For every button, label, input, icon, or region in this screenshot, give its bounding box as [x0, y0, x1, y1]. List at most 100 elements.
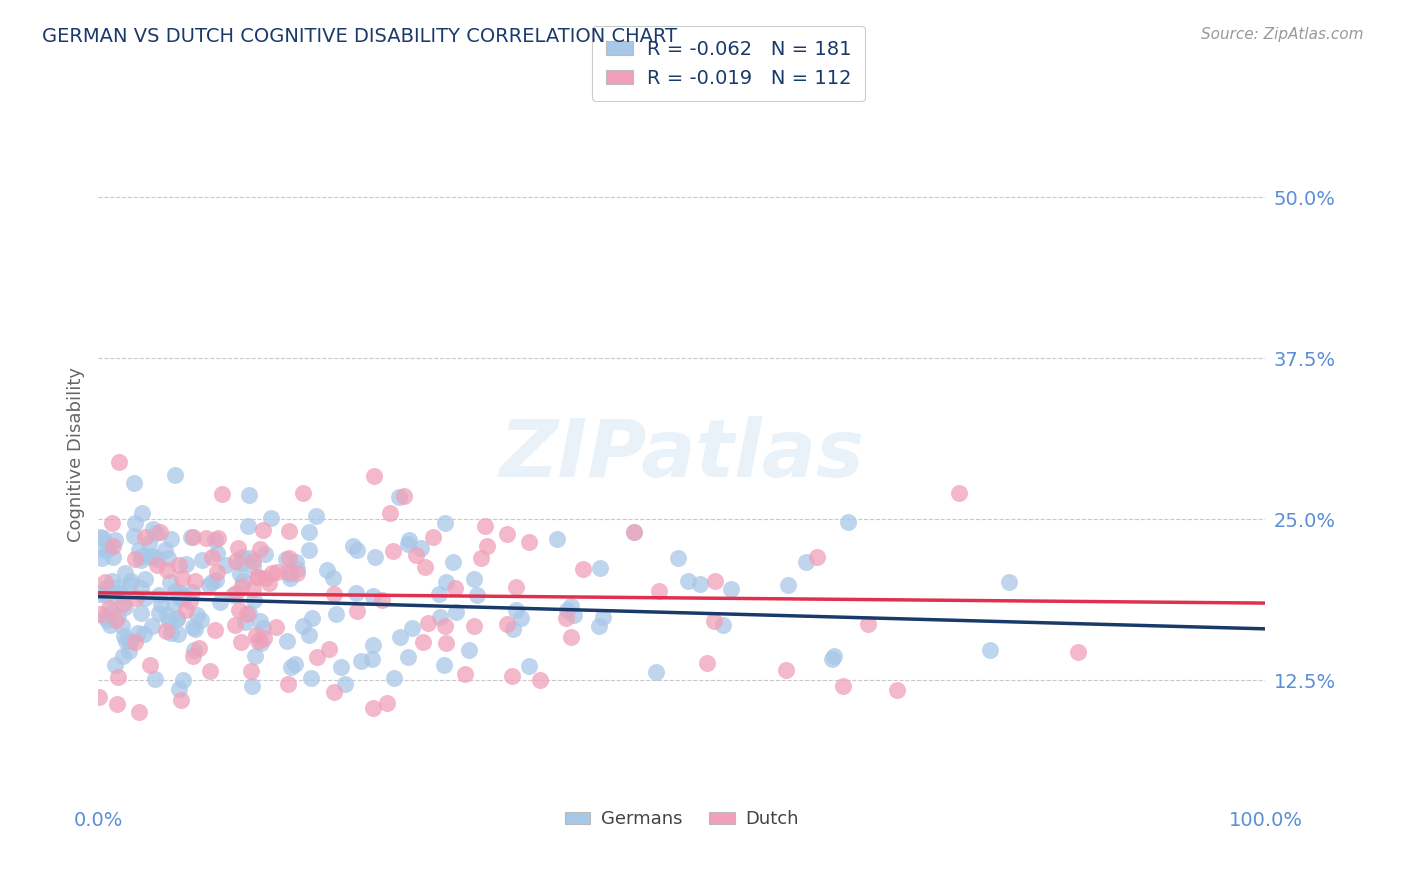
Point	[285, 566, 308, 580]
Point	[342, 539, 364, 553]
Point	[696, 657, 718, 671]
Point	[276, 552, 298, 566]
Point	[90, 551, 112, 566]
Point	[361, 589, 384, 603]
Text: ZIPatlas: ZIPatlas	[499, 416, 865, 494]
Point	[228, 603, 250, 617]
Point	[242, 554, 264, 568]
Point	[247, 634, 270, 648]
Point	[301, 610, 323, 624]
Point	[134, 572, 156, 586]
Point	[666, 551, 689, 566]
Point	[299, 671, 322, 685]
Point	[318, 641, 340, 656]
Point	[114, 599, 136, 614]
Point	[174, 589, 197, 603]
Point	[183, 620, 205, 634]
Point	[94, 588, 117, 602]
Point	[501, 669, 523, 683]
Point	[346, 604, 368, 618]
Point	[285, 555, 308, 569]
Point	[509, 610, 531, 624]
Point	[159, 574, 181, 589]
Point	[167, 558, 190, 573]
Point	[398, 533, 420, 548]
Point	[496, 526, 519, 541]
Point	[554, 611, 576, 625]
Point	[170, 588, 193, 602]
Point	[160, 625, 183, 640]
Point	[648, 584, 671, 599]
Point	[101, 539, 124, 553]
Point	[205, 546, 228, 560]
Point	[122, 476, 145, 491]
Point	[837, 515, 859, 529]
Point	[253, 631, 276, 645]
Point	[128, 705, 150, 719]
Point	[118, 633, 141, 648]
Point	[517, 535, 540, 549]
Point	[454, 667, 477, 681]
Point	[249, 614, 271, 628]
Point	[172, 673, 194, 687]
Point	[191, 553, 214, 567]
Point	[93, 542, 115, 557]
Point	[560, 631, 582, 645]
Point	[142, 549, 165, 563]
Point	[169, 586, 191, 600]
Point	[560, 599, 582, 613]
Point	[470, 550, 492, 565]
Point	[205, 565, 228, 579]
Point	[380, 506, 402, 520]
Point	[260, 511, 283, 525]
Point	[129, 552, 152, 566]
Point	[363, 701, 385, 715]
Point	[277, 676, 299, 690]
Point	[125, 591, 148, 606]
Point	[246, 570, 269, 584]
Point	[832, 679, 855, 693]
Point	[107, 608, 129, 623]
Point	[134, 627, 156, 641]
Point	[243, 648, 266, 663]
Point	[333, 677, 356, 691]
Point	[188, 641, 211, 656]
Point	[401, 622, 423, 636]
Point	[149, 525, 172, 540]
Point	[502, 622, 524, 636]
Point	[141, 619, 163, 633]
Point	[592, 609, 614, 624]
Point	[180, 530, 202, 544]
Point	[195, 532, 218, 546]
Point	[689, 577, 711, 591]
Point	[529, 673, 551, 688]
Point	[429, 609, 451, 624]
Point	[174, 603, 197, 617]
Point	[225, 586, 247, 600]
Point	[181, 530, 204, 544]
Point	[361, 652, 384, 666]
Point	[305, 509, 328, 524]
Point	[796, 555, 818, 569]
Text: Source: ZipAtlas.com: Source: ZipAtlas.com	[1201, 27, 1364, 42]
Point	[107, 455, 129, 469]
Point	[292, 619, 315, 633]
Point	[141, 550, 163, 565]
Point	[496, 617, 519, 632]
Point	[156, 607, 179, 622]
Point	[305, 650, 328, 665]
Point	[167, 681, 190, 696]
Point	[114, 566, 136, 580]
Point	[235, 607, 257, 621]
Point	[238, 606, 260, 620]
Point	[821, 651, 844, 665]
Text: GERMAN VS DUTCH COGNITIVE DISABILITY CORRELATION CHART: GERMAN VS DUTCH COGNITIVE DISABILITY COR…	[42, 27, 678, 45]
Point	[260, 566, 283, 581]
Point	[131, 507, 153, 521]
Point	[129, 581, 152, 595]
Point	[505, 603, 527, 617]
Point	[221, 588, 243, 602]
Point	[104, 533, 127, 547]
Point	[775, 664, 797, 678]
Point	[405, 548, 427, 562]
